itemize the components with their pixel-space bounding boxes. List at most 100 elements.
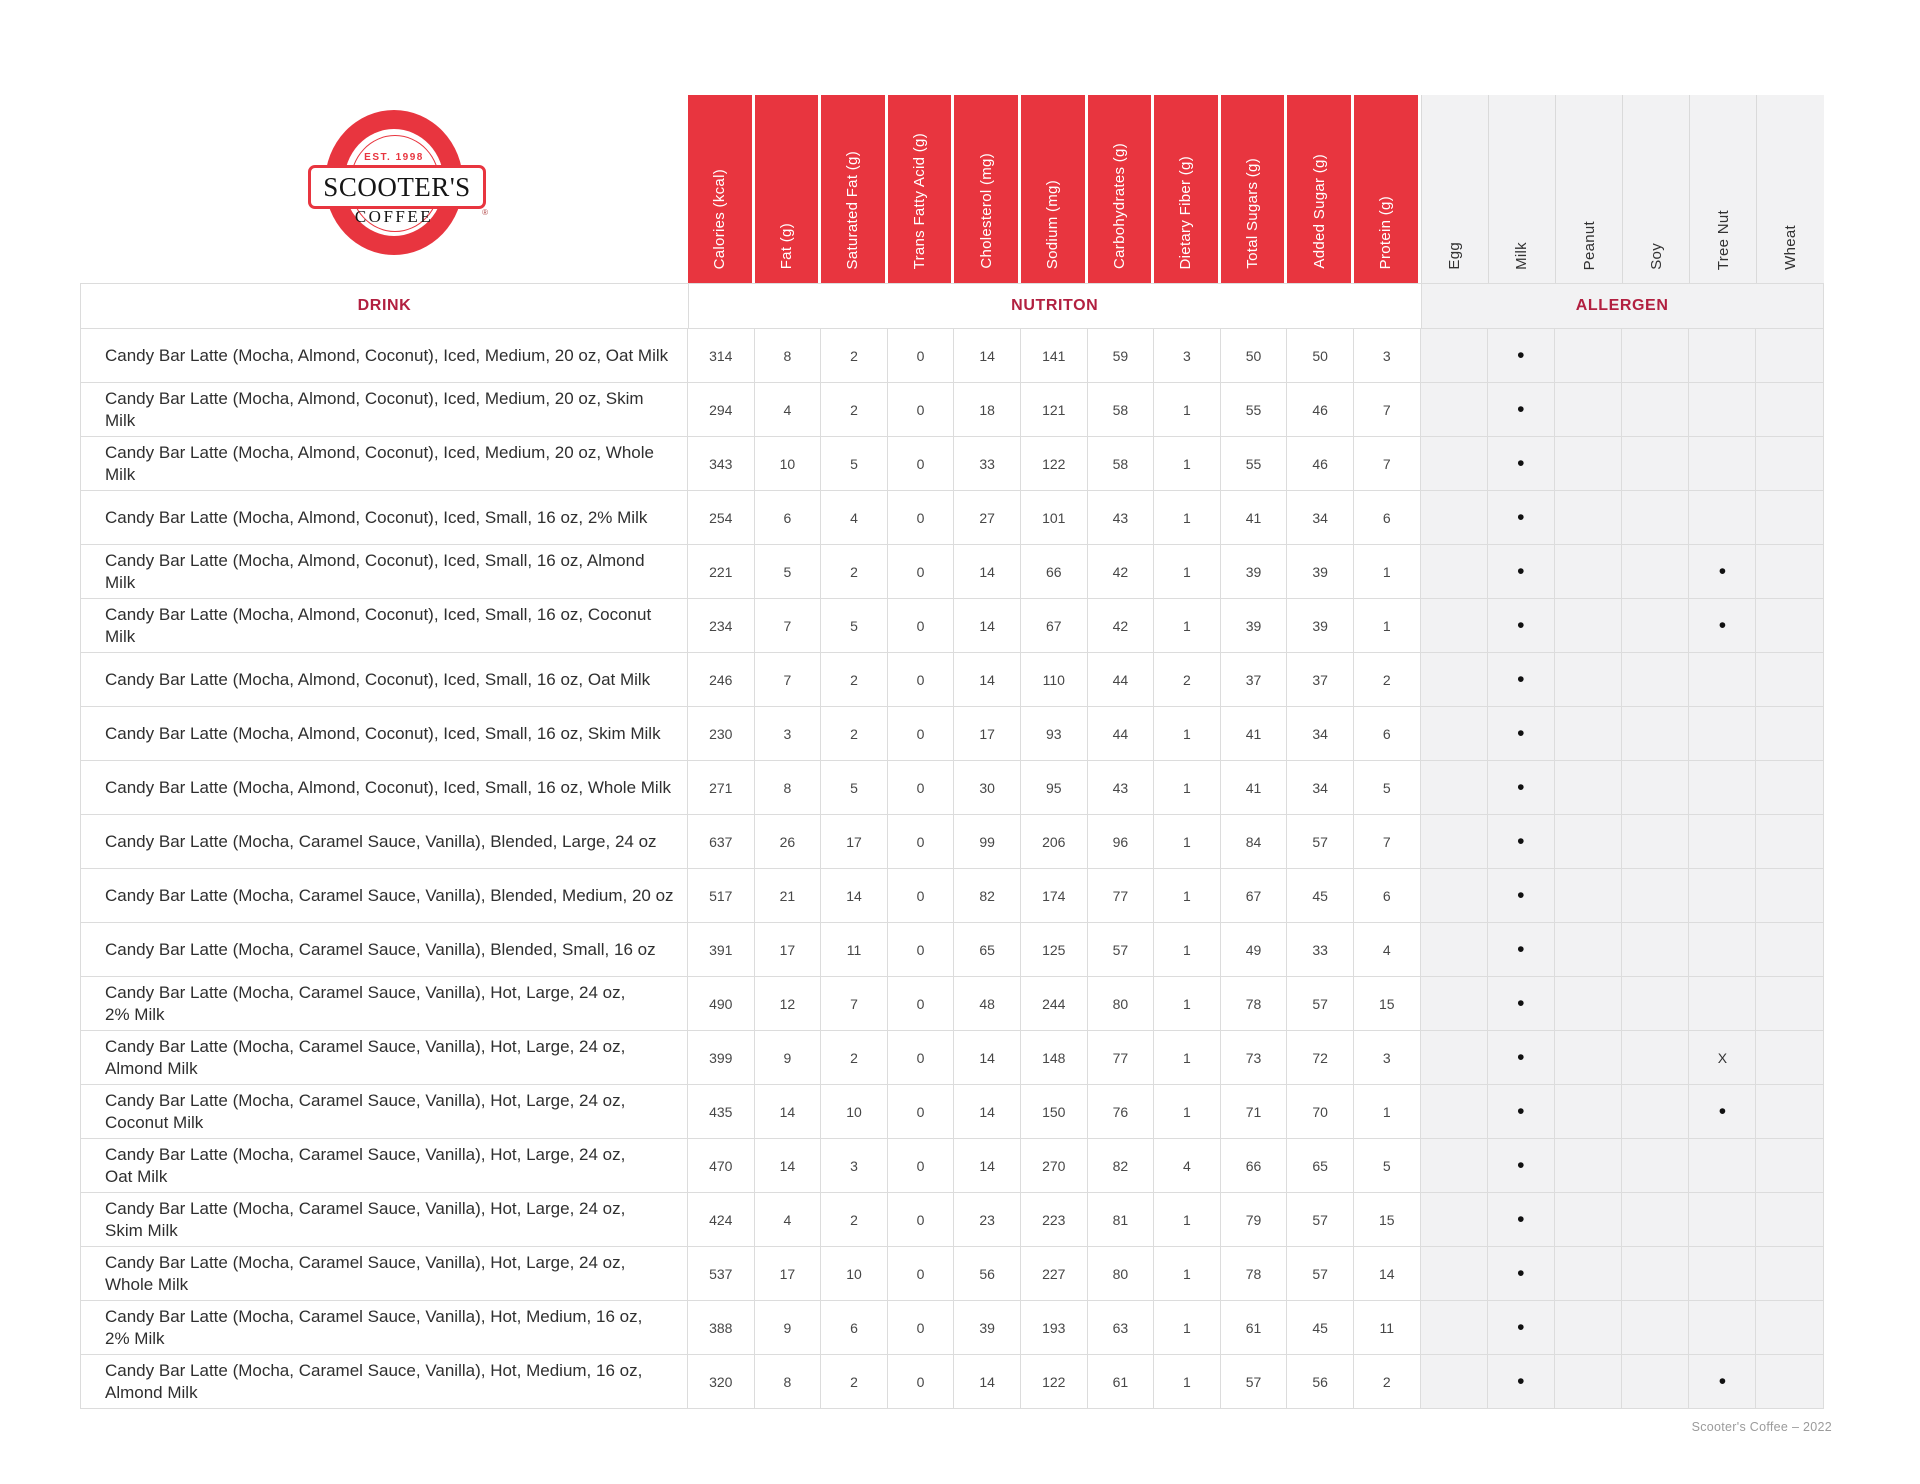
allergen-dot: •	[1689, 1085, 1757, 1139]
nutrition-value-cell: 12	[754, 977, 822, 1031]
nutrition-value-cell: 34	[1287, 707, 1354, 761]
nutrition-value-cell: 0	[887, 815, 955, 869]
nutrition-value-cell: 0	[887, 1085, 955, 1139]
allergen-column-header: Soy	[1622, 95, 1690, 283]
nutrition-value-cell: 1	[1353, 599, 1421, 653]
nutrition-value-cell: 490	[688, 977, 755, 1031]
allergen-column-label: Peanut	[1580, 220, 1598, 270]
allergen-cell	[1554, 1301, 1623, 1355]
drink-name-cell: Candy Bar Latte (Mocha, Almond, Coconut)…	[80, 437, 688, 491]
drink-name-cell: Candy Bar Latte (Mocha, Almond, Coconut)…	[80, 707, 688, 761]
nutrition-value-cell: 470	[688, 1139, 755, 1193]
nutrition-value-cell: 4	[754, 1193, 822, 1247]
nutrition-column-header: Carbohydrates (g)	[1087, 95, 1155, 283]
nutrition-value-cell: 57	[1087, 923, 1155, 977]
allergen-dot: •	[1487, 923, 1555, 977]
nutrition-value-cell: 79	[1220, 1193, 1288, 1247]
allergen-cell	[1689, 977, 1757, 1031]
allergen-cell	[1622, 329, 1690, 383]
allergen-cell	[1756, 1193, 1824, 1247]
scooters-coffee-logo: EST. 1998 SCOOTER'S COFFEE ®	[308, 110, 488, 255]
allergen-cell	[1756, 1355, 1824, 1409]
allergen-column-header: Egg	[1420, 95, 1488, 283]
allergen-cell	[1756, 383, 1824, 437]
nutrition-value-cell: 61	[1220, 1301, 1288, 1355]
nutrition-value-cell: 2	[821, 707, 888, 761]
nutrition-value-cell: 0	[887, 1355, 955, 1409]
nutrition-value-cell: 67	[1220, 869, 1288, 923]
allergen-dot: •	[1487, 653, 1555, 707]
allergen-cell	[1689, 1301, 1757, 1355]
nutrition-value-cell: 34	[1287, 491, 1354, 545]
nutrition-value-cell: 37	[1287, 653, 1354, 707]
nutrition-value-cell: 1	[1154, 1301, 1221, 1355]
nutrition-value-cell: 55	[1220, 437, 1288, 491]
allergen-cell	[1622, 1247, 1690, 1301]
nutrition-column-label: Cholesterol (mg)	[977, 153, 995, 269]
drink-name-cell: Candy Bar Latte (Mocha, Caramel Sauce, V…	[80, 977, 688, 1031]
nutrition-value-cell: 11	[821, 923, 888, 977]
nutrition-value-cell: 517	[688, 869, 755, 923]
nutrition-value-cell: 0	[887, 707, 955, 761]
nutrition-value-cell: 46	[1287, 383, 1354, 437]
nutrition-value-cell: 93	[1020, 707, 1088, 761]
allergen-cell	[1622, 1301, 1690, 1355]
nutrition-value-cell: 1	[1154, 977, 1221, 1031]
drink-name-cell: Candy Bar Latte (Mocha, Caramel Sauce, V…	[80, 1193, 688, 1247]
allergen-dot: •	[1487, 383, 1555, 437]
allergen-cell	[1756, 653, 1824, 707]
nutrition-value-cell: 41	[1220, 707, 1288, 761]
nutrition-value-cell: 2	[1353, 1355, 1421, 1409]
nutrition-value-cell: 80	[1087, 1247, 1155, 1301]
nutrition-value-cell: 56	[1287, 1355, 1354, 1409]
nutrition-column-label: Trans Fatty Acid (g)	[911, 132, 929, 269]
nutrition-column-header: Trans Fatty Acid (g)	[887, 95, 955, 283]
nutrition-value-cell: 65	[954, 923, 1021, 977]
allergen-cell	[1689, 707, 1757, 761]
nutrition-value-cell: 254	[688, 491, 755, 545]
allergen-dot: •	[1487, 761, 1555, 815]
drink-name-cell: Candy Bar Latte (Mocha, Caramel Sauce, V…	[80, 1355, 688, 1409]
nutrition-value-cell: 6	[1353, 707, 1421, 761]
nutrition-value-cell: 57	[1287, 1193, 1354, 1247]
nutrition-value-cell: 5	[821, 599, 888, 653]
nutrition-value-cell: 1	[1154, 707, 1221, 761]
nutrition-value-cell: 14	[954, 1355, 1021, 1409]
allergen-cell	[1622, 437, 1690, 491]
allergen-column-header: Milk	[1487, 95, 1555, 283]
allergen-column-label: Tree Nut	[1714, 209, 1732, 270]
nutrition-value-cell: 78	[1220, 1247, 1288, 1301]
nutrition-column-label: Calories (kcal)	[711, 168, 729, 269]
nutrition-value-cell: 82	[954, 869, 1021, 923]
nutrition-value-cell: 10	[821, 1247, 888, 1301]
logo-est-text: EST. 1998	[364, 152, 424, 163]
nutrition-value-cell: 2	[821, 1355, 888, 1409]
nutrition-value-cell: 42	[1087, 545, 1155, 599]
nutrition-value-cell: 17	[754, 923, 822, 977]
nutrition-value-cell: 6	[754, 491, 822, 545]
nutrition-value-cell: 1	[1154, 491, 1221, 545]
nutrition-value-cell: 78	[1220, 977, 1288, 1031]
nutrition-value-cell: 46	[1287, 437, 1354, 491]
nutrition-value-cell: 82	[1087, 1139, 1155, 1193]
nutrition-value-cell: 33	[954, 437, 1021, 491]
nutrition-value-cell: 61	[1087, 1355, 1155, 1409]
drink-name-cell: Candy Bar Latte (Mocha, Almond, Coconut)…	[80, 545, 688, 599]
nutrition-value-cell: 121	[1020, 383, 1088, 437]
nutrition-value-cell: 80	[1087, 977, 1155, 1031]
nutrition-value-cell: 294	[688, 383, 755, 437]
drink-name-cell: Candy Bar Latte (Mocha, Almond, Coconut)…	[80, 329, 688, 383]
nutrition-value-cell: 637	[688, 815, 755, 869]
drink-name-cell: Candy Bar Latte (Mocha, Caramel Sauce, V…	[80, 1247, 688, 1301]
allergen-cell	[1554, 1193, 1623, 1247]
nutrition-value-cell: 14	[954, 1085, 1021, 1139]
nutrition-value-cell: 95	[1020, 761, 1088, 815]
nutrition-value-cell: 39	[954, 1301, 1021, 1355]
nutrition-value-cell: 1	[1154, 1193, 1221, 1247]
nutrition-value-cell: 1	[1154, 761, 1221, 815]
allergen-cell	[1420, 1247, 1488, 1301]
nutrition-value-cell: 17	[821, 815, 888, 869]
nutrition-value-cell: 234	[688, 599, 755, 653]
nutrition-value-cell: 0	[887, 1193, 955, 1247]
nutrition-value-cell: 14	[754, 1085, 822, 1139]
